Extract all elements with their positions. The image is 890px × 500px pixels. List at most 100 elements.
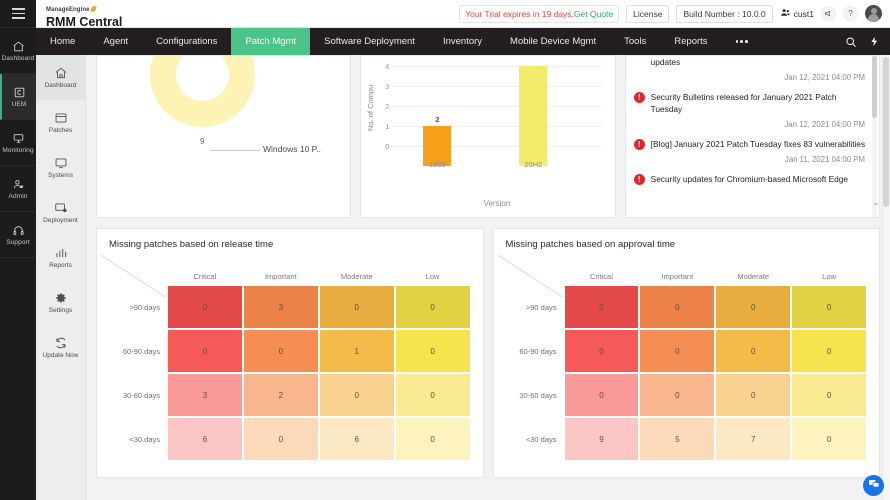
heatmap-cell[interactable]: 6: [167, 417, 243, 461]
table-row: 30-60 days 3 2 0 0: [109, 373, 471, 417]
heatmap-cell[interactable]: 0: [791, 285, 867, 329]
heatmap-cell[interactable]: 0: [639, 373, 716, 417]
sidebar-item-patches[interactable]: Patches: [36, 100, 85, 145]
bar-chart-xtick: 1909: [428, 160, 446, 169]
heatmap-cell[interactable]: 0: [791, 373, 867, 417]
home-icon: [12, 40, 25, 53]
heatmap-cell[interactable]: 0: [791, 417, 867, 461]
list-item[interactable]: ! [Blog] January 2021 Patch Tuesday fixe…: [633, 135, 867, 150]
heatmap-cell[interactable]: 0: [563, 373, 640, 417]
sidebar-item-label: Reports: [49, 262, 72, 269]
news-list[interactable]: updates Jan 12, 2021 04:00 PM ! Security…: [626, 56, 879, 217]
chat-bubble-icon: [868, 477, 880, 495]
heatmap-corner-divider: [497, 254, 564, 297]
heatmap-cell[interactable]: 0: [791, 329, 867, 373]
bar-1909[interactable]: 2: [423, 115, 452, 166]
heatmap-cell[interactable]: 0: [715, 285, 792, 329]
current-user[interactable]: cust1: [780, 7, 814, 20]
brand-logo[interactable]: ManageEngine RMM Central: [36, 0, 186, 29]
heatmap-cell[interactable]: 6: [318, 417, 395, 461]
heatmap-cell[interactable]: 1: [318, 329, 395, 373]
nav-item-software-deployment[interactable]: Software Deployment: [324, 36, 415, 47]
rail-item-monitoring[interactable]: Monitoring: [0, 120, 36, 166]
sidebar-item-systems[interactable]: Systems: [36, 145, 85, 190]
lightning-bolt-icon[interactable]: [869, 35, 880, 48]
heatmap-grid: Critical Important Moderate Low >90 days…: [101, 254, 471, 461]
list-item[interactable]: ! Security updates for Chromium-based Mi…: [633, 170, 867, 185]
heatmap-cell[interactable]: 0: [563, 285, 640, 329]
sidebar-item-reports[interactable]: Reports: [36, 235, 85, 280]
heatmap-cell[interactable]: 0: [394, 417, 471, 461]
news-scrollbar[interactable]: [871, 56, 877, 217]
list-item[interactable]: ! Security Bulletins released for Januar…: [633, 88, 867, 115]
sidebar-item-deployment[interactable]: Deployment: [36, 190, 85, 235]
heatmap-cell[interactable]: 0: [715, 329, 792, 373]
sidebar-item-label: Systems: [48, 172, 73, 179]
chat-widget-button[interactable]: [863, 475, 884, 496]
nav-item-tools[interactable]: Tools: [624, 36, 647, 47]
heatmap-col-moderate: Moderate: [340, 272, 373, 281]
heatmap-cell[interactable]: 0: [318, 373, 395, 417]
license-button[interactable]: License: [626, 4, 670, 23]
question-mark-icon[interactable]: ?: [843, 6, 858, 21]
page-scrollbar-thumb[interactable]: [883, 57, 889, 207]
heatmap-cell[interactable]: 0: [318, 285, 395, 329]
rail-item-uem[interactable]: UEM: [0, 74, 36, 120]
page-scrollbar[interactable]: [882, 55, 890, 500]
nav-item-reports[interactable]: Reports: [674, 36, 708, 47]
heatmap-cell[interactable]: 2: [242, 373, 319, 417]
heatmap-cell[interactable]: 0: [242, 417, 319, 461]
heatmap-cell[interactable]: 0: [242, 329, 319, 373]
heatmap-cell[interactable]: 7: [715, 417, 792, 461]
sidebar-item-dashboard[interactable]: Dashboard: [36, 55, 85, 100]
heatmap-col-moderate: Moderate: [737, 272, 770, 281]
donut-ring[interactable]: [150, 56, 255, 127]
heatmap-row-label: <30 days: [525, 434, 557, 444]
chevron-down-icon[interactable]: ⌄: [872, 198, 879, 207]
menu-toggle-button[interactable]: [0, 0, 36, 28]
heatmap-cell[interactable]: 0: [167, 285, 243, 329]
news-item-title: [Blog] January 2021 Patch Tuesday fixes …: [650, 139, 866, 149]
sidebar-item-settings[interactable]: Settings: [36, 280, 85, 325]
heatmap-cell[interactable]: 5: [639, 417, 716, 461]
heatmap-cell[interactable]: 3: [242, 285, 319, 329]
bar-chart-xtick: 20H2: [524, 160, 543, 169]
table-row: 60-90 days 0 0 1 0: [109, 329, 471, 373]
search-icon[interactable]: [845, 36, 857, 48]
get-quote-link[interactable]: Get Quote: [573, 8, 614, 19]
nav-item-home[interactable]: Home: [50, 36, 76, 47]
nav-item-agent[interactable]: Agent: [103, 36, 129, 47]
heatmap-cell[interactable]: 0: [639, 329, 716, 373]
rail-item-admin[interactable]: Admin: [0, 166, 36, 212]
heatmap-cell[interactable]: 0: [715, 373, 792, 417]
sidebar-item-label: Update Now: [42, 352, 79, 359]
megaphone-icon[interactable]: [821, 6, 836, 21]
rail-item-dashboard[interactable]: Dashboard: [0, 28, 36, 74]
monitor-icon: [12, 132, 25, 145]
nav-item-mobile-device-mgmt[interactable]: Mobile Device Mgmt: [510, 36, 597, 47]
heatmap-cell[interactable]: 0: [394, 329, 471, 373]
home-icon: [54, 66, 68, 80]
heatmap-cell[interactable]: 0: [639, 285, 716, 329]
rail-item-support[interactable]: Support: [0, 212, 36, 258]
avatar[interactable]: [865, 5, 882, 22]
nav-item-patch-mgmt[interactable]: Patch Mgmt: [231, 28, 311, 55]
bar-value-label: 2: [435, 115, 440, 124]
heatmap-cell[interactable]: 0: [167, 329, 243, 373]
bar-20h2[interactable]: [519, 66, 548, 166]
nav-item-configurations[interactable]: Configurations: [156, 36, 218, 47]
heatmap-col-low: Low: [425, 272, 440, 281]
heatmap-row-label: <30 days: [129, 434, 160, 444]
bar-chart: No. of Compu 5 4 3 2 1 0 2 1909 20H2: [361, 56, 614, 217]
ellipsis-icon[interactable]: [722, 28, 762, 55]
news-scrollbar-thumb[interactable]: [871, 56, 877, 118]
nav-item-inventory[interactable]: Inventory: [442, 36, 483, 47]
heatmap-cell[interactable]: 0: [394, 285, 471, 329]
sidebar-item-update-now[interactable]: Update Now: [36, 325, 85, 370]
heatmap-col-critical: Critical: [589, 272, 613, 281]
heatmap-cell[interactable]: 0: [394, 373, 471, 417]
hamburger-icon: [11, 8, 25, 19]
heatmap-cell[interactable]: 3: [167, 373, 243, 417]
heatmap-cell[interactable]: 0: [563, 329, 640, 373]
heatmap-cell[interactable]: 9: [563, 417, 640, 461]
